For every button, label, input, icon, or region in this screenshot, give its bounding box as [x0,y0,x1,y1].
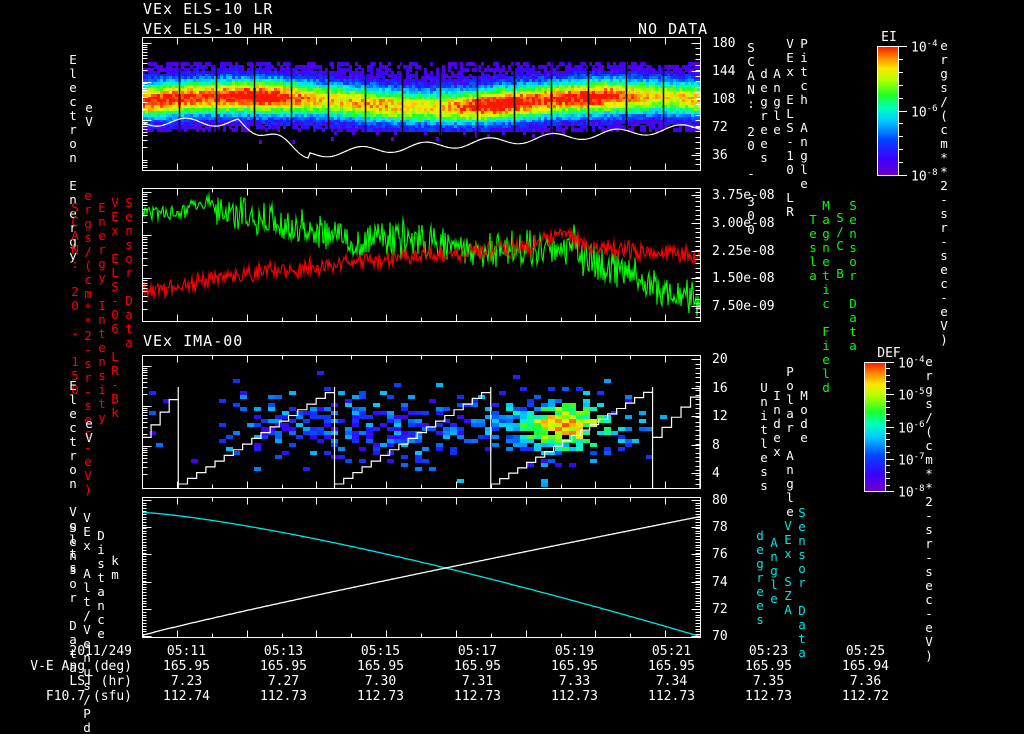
row-ve-ang-cell-3: 165.95 [454,659,501,674]
row-ve-ang-label: V-E Ang (deg) [30,659,132,674]
table-row: V-E Ang (deg) 165.95 165.95 165.95 165.95 165… [12,659,914,674]
row-lst-cell-1: 7.27 [267,674,300,689]
panel3-left-axis-title: Electron Volts [65,378,81,574]
panel4-right-label-sza: VEx SZA [780,518,796,616]
panel1-axes [126,30,718,185]
panel1-right-label-degrees: degrees [756,66,772,164]
table-row: F10.7 (sfu) 112.74 112.73 112.73 112.73 112.7… [12,689,914,704]
panel3-title: VEx IMA-00 [143,332,244,350]
colorbar2-gradient [864,362,886,492]
colorbar2-tick-1: 10-5 [898,387,925,404]
colorbar1-tick-2: 10-8 [911,168,938,185]
panel2-right-tick-1: 3.00e-08 [712,215,775,231]
panel3-right-label-polar-angle: Polar Angle [782,364,798,518]
row-lst-cell-6: 7.35 [752,674,785,689]
panel3-right-label-unitless: Unitless [756,380,772,492]
row-f107-cell-4: 112.73 [551,689,598,704]
row-f107-label: F10.7 (sfu) [45,689,132,704]
panel4-left-label-alt: VEx Alt/Venus/Pd [79,510,95,734]
panel2-right-tick-3: 1.50e-08 [712,271,775,287]
row-f107-cell-2: 112.73 [357,689,404,704]
plot-page: VEx ELS-10 LR VEx ELS-10 HR NO DATA Elec… [12,0,952,734]
row-lst-cell-7: 7.36 [849,674,882,689]
panel2-left-label-scan: SCAN: 20 - 150 [67,200,83,396]
row-lst-cell-0: 7.23 [170,674,203,689]
panel2-left-label-instrument: VEx ELS-06 LR-Bk [107,195,123,419]
row-time-cell-4: 05:19 [554,644,595,659]
panel2-right-tick-0: 3.75e-08 [712,187,775,203]
row-ve-ang-cell-2: 165.95 [357,659,404,674]
panel1-right-label-angle: Angle [769,66,785,136]
row-lst-cell-4: 7.33 [558,674,591,689]
panel1-left-axis-title: Electron Energy [65,52,81,262]
row-f107-cell-7: 112.72 [842,689,889,704]
row-ve-ang-cell-4: 165.95 [551,659,598,674]
colorbar2-units: ergs/(cm**2-sr-sec-eV) [921,354,937,662]
panel1-title-lr: VEx ELS-10 LR [143,0,274,18]
panel2-right-label-magnetic-field: Magnetic Field [818,198,834,394]
panel2-left-label-energy-intensity: Energy Intensity [94,200,110,424]
colorbar2-title: DEF [877,346,901,361]
panel4-left-label-sensor-data: Sensor Data [65,520,81,674]
table-row: LST (hr) 7.23 7.27 7.30 7.31 7.33 7.34 7.35 7.36 [12,674,914,689]
panel3-right-label-mode: Mode [796,388,812,444]
panel2-right-tick-2: 2.25e-08 [712,243,775,259]
bottom-parameter-table: 2011/249 05:11 05:13 05:15 05:17 05:19 05:21 05… [12,644,914,704]
row-time-cell-0: 05:11 [166,644,207,659]
panel2-right-label-sc-b: S/C B [832,210,848,280]
row-time-cell-2: 05:15 [360,644,401,659]
panel4-right-label-sensor-data: Sensor Data [794,505,810,659]
row-f107-cell-5: 112.73 [648,689,695,704]
colorbar2-tick-0: 10-4 [898,355,925,372]
row-ve-ang-cell-5: 165.95 [648,659,695,674]
row-ve-ang-cell-6: 165.95 [745,659,792,674]
row-time-cell-7: 05:25 [845,644,886,659]
panel1-right-label-pitch-angle: Pitch Angle [796,36,812,190]
colorbar1-ticks [899,44,911,178]
panel4-axes [126,490,718,652]
panel2-axes [126,181,718,336]
row-f107-cell-1: 112.73 [260,689,307,704]
row-f107-cell-0: 112.74 [163,689,210,704]
colorbar2-tick-4: 10-8 [898,484,925,501]
row-lst-label: LST (hr) [69,674,132,689]
panel4-right-label-angle: Angle [766,535,782,605]
panel4-left-label-distance: Distance [93,528,109,640]
colorbar1-tick-1: 10-6 [911,103,938,120]
panel2-left-label-units: ergs/(cm**2-sr-sec-eV) [80,188,96,496]
colorbar2-ticks [886,360,898,494]
panel3-right-label-index: Index [769,388,785,458]
panel2-right-label-sensor-data: Sensor Data [845,198,861,352]
colorbar2-tick-2: 10-6 [898,419,925,436]
panel4-right-label-degrees: degrees [752,528,768,626]
row-time-label: 2011/249 [69,644,132,659]
row-ve-ang-cell-7: 165.94 [842,659,889,674]
row-ve-ang-cell-0: 165.95 [163,659,210,674]
colorbar2-tick-3: 10-7 [898,451,925,469]
row-lst-cell-5: 7.34 [655,674,688,689]
panel4-left-label-km: km [107,553,123,581]
row-ve-ang-cell-1: 165.95 [260,659,307,674]
table-row: 2011/249 05:11 05:13 05:15 05:17 05:19 05:21 05… [12,644,914,659]
row-time-cell-1: 05:13 [263,644,304,659]
row-time-cell-3: 05:17 [457,644,498,659]
colorbar1-gradient [877,46,899,176]
row-lst-cell-3: 7.31 [461,674,494,689]
colorbar1-title: EI [881,30,897,45]
colorbar1-units: ergs/(cm**2-sr-sec-eV) [936,38,952,346]
panel1-left-axis-units: eV [81,100,97,128]
colorbar1-tick-0: 10-4 [911,39,938,56]
row-time-cell-6: 05:23 [748,644,789,659]
panel3-axes [126,348,718,503]
panel1-right-label-scan: SCAN: 20 - 300 [743,40,759,236]
row-f107-cell-6: 112.73 [745,689,792,704]
panel3-left-axis-units: eV [81,416,97,444]
panel1-right-label-sensor: VEx ELS-10 LR [782,36,798,218]
row-f107-cell-3: 112.73 [454,689,501,704]
row-lst-cell-2: 7.30 [364,674,397,689]
panel2-right-label-tesla: Tesla [805,212,821,282]
panel2-right-tick-4: 7.50e-09 [712,299,775,315]
row-time-cell-5: 05:21 [651,644,692,659]
